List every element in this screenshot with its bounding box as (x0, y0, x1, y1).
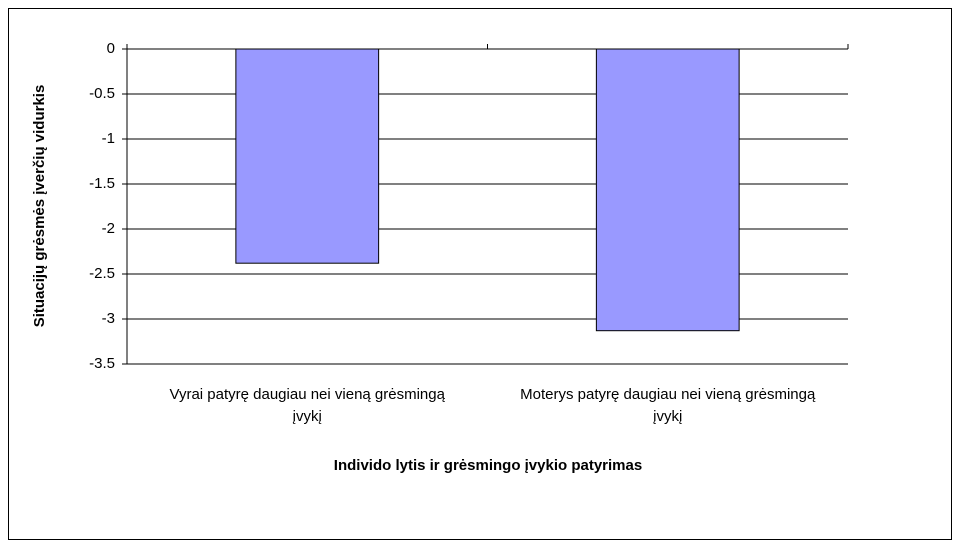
y-axis-title: Situacijų grėsmės įverčių vidurkis (31, 85, 48, 328)
x-tick-label: Vyrai patyrę daugiau nei vieną grėsmingą… (169, 386, 445, 425)
x-axis-title: Individo lytis ir grėsmingo įvykio patyr… (334, 457, 642, 474)
y-tick-label: -2.5 (89, 265, 115, 282)
x-tick-label-box: Moterys patyrę daugiau nei vieną grėsmin… (520, 386, 816, 425)
y-tick-label: -3 (102, 310, 115, 327)
y-tick-label: -0.5 (89, 85, 115, 102)
y-tick-label: -3.5 (89, 355, 115, 372)
y-tick-label: -1.5 (89, 175, 115, 192)
x-tick-label-box: Vyrai patyrę daugiau nei vieną grėsmingą… (169, 386, 445, 425)
y-tick-label: -2 (102, 220, 115, 237)
y-tick-label: 0 (107, 40, 115, 57)
y-tick-label: -1 (102, 130, 115, 147)
x-tick-label: Moterys patyrę daugiau nei vieną grėsmin… (520, 386, 816, 425)
bar (235, 48, 380, 264)
bar (595, 48, 740, 332)
